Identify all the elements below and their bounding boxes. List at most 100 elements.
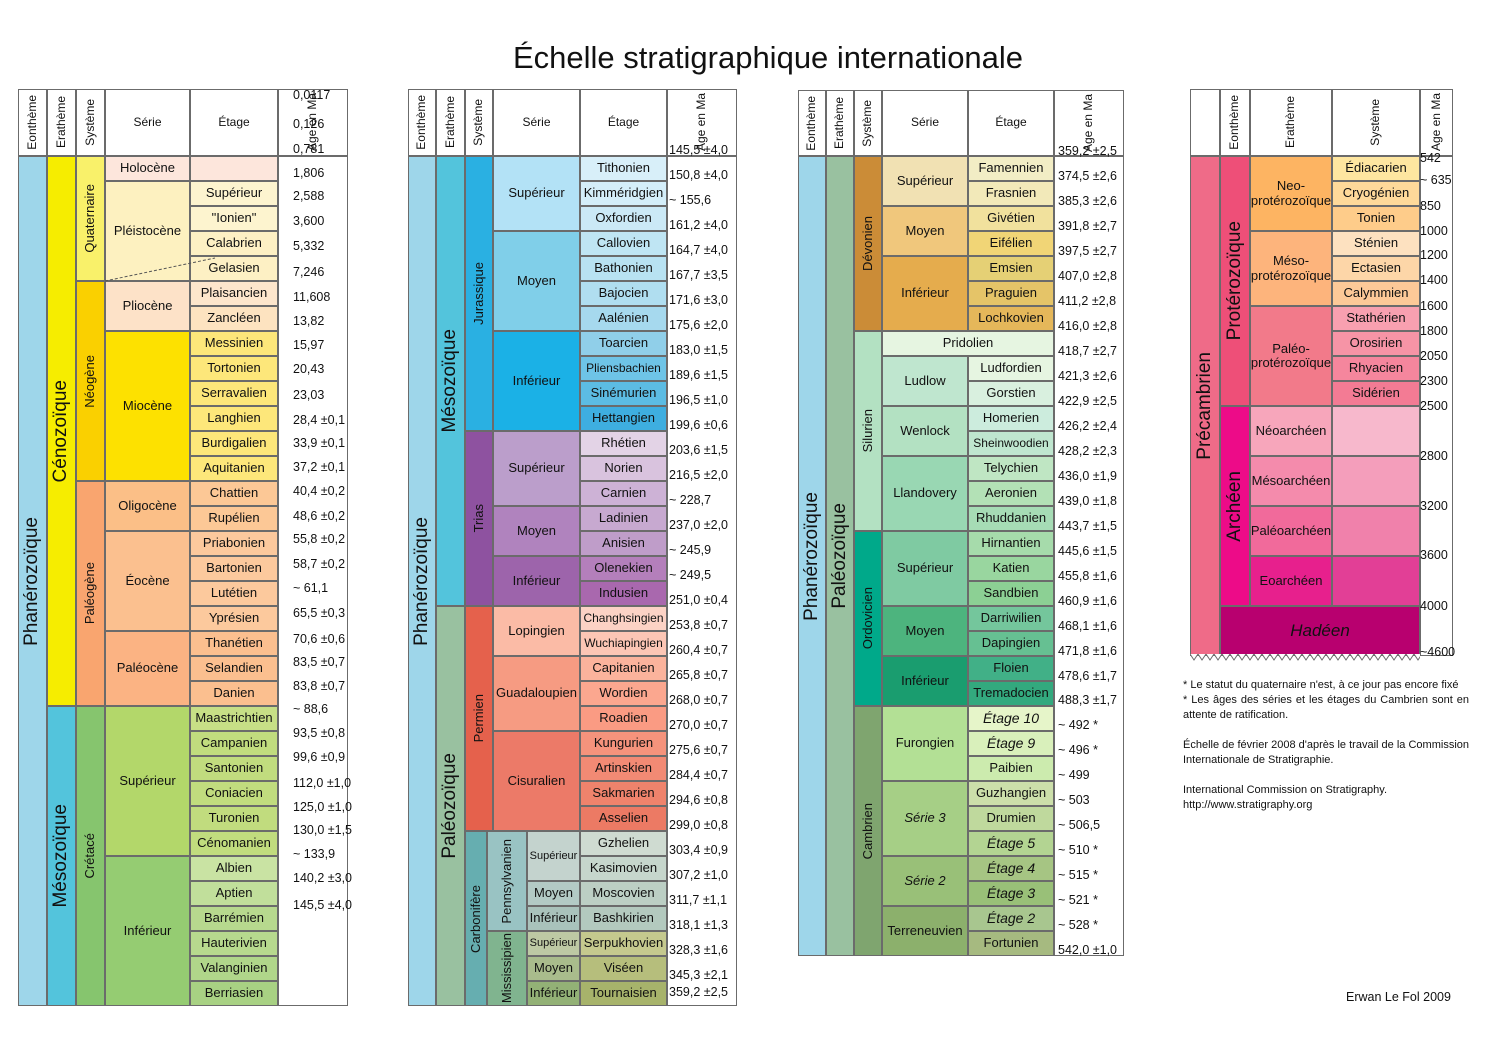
age-value: 175,6 ±2,0	[669, 318, 728, 332]
age-value: ~4600	[1420, 645, 1456, 659]
system-devonian-label: Dévonien	[859, 216, 875, 271]
age-value: 407,0 ±2,8	[1058, 269, 1117, 283]
stage-cell: Calabrien	[190, 231, 278, 256]
stage-cell-label: Messinien	[204, 335, 264, 351]
eon-phanerozoic-label: Phanérozoïque	[800, 491, 822, 621]
system-cretaceous: Crétacé	[76, 706, 105, 1006]
stage-cell-label: Bajocien	[598, 285, 649, 301]
system-silurian-label: Silurien	[859, 409, 875, 453]
stage-cell-label: Katien	[992, 560, 1030, 576]
series-cell: Inférieur	[882, 256, 968, 331]
header-systeme-label: Système	[860, 99, 875, 147]
age-value: 445,6 ±1,5	[1058, 544, 1117, 558]
header-systeme: Système	[1332, 89, 1420, 156]
series-cell-label: Moyen	[516, 272, 557, 288]
stage-cell: Callovien	[580, 231, 667, 256]
header-etage-label: Étage	[218, 114, 250, 129]
stage-cell: Yprésien	[190, 606, 278, 631]
header-age-label: Age en Ma	[1428, 93, 1443, 152]
age-value: 471,8 ±1,6	[1058, 644, 1117, 658]
age-column	[1054, 156, 1124, 956]
header-eontheme: Eonthème	[18, 89, 47, 156]
subsystem-pennsylvanian-label: Pennsylvanien	[498, 838, 514, 924]
eon-phanerozoic-label: Phanérozoïque	[21, 516, 43, 646]
stage-cell-label: Sinémurien	[590, 385, 657, 401]
series-cell: Miocène	[105, 331, 190, 481]
stage-cell: Kasimovien	[580, 856, 667, 881]
stage-cell-label: Albien	[215, 860, 253, 876]
header-serie: Série	[493, 89, 580, 156]
stage-cell: Thanétien	[190, 631, 278, 656]
erathem-cell: Méso- protérozoïque	[1250, 231, 1332, 306]
stage-cell-label: Langhien	[207, 410, 261, 426]
header-eontheme: Eonthème	[408, 89, 436, 156]
age-value: 1400	[1420, 273, 1448, 287]
age-value: 345,3 ±2,1	[669, 968, 728, 982]
stage-cell: Tournaisien	[580, 981, 667, 1006]
age-value: 0,781	[293, 142, 325, 156]
stage-cell-label: Danien	[213, 685, 255, 701]
header-serie-label: Série	[133, 114, 162, 129]
age-value: 328,3 ±1,6	[669, 943, 728, 957]
age-value: 2800	[1420, 449, 1448, 463]
stage-cell-label: Bashkirien	[593, 910, 654, 926]
age-value: 374,5 ±2,6	[1058, 169, 1117, 183]
stage-cell-label: Lutétien	[210, 585, 258, 601]
age-value: 33,9 ±0,1	[293, 436, 346, 450]
system-blank	[1332, 456, 1420, 506]
age-value: 70,6 ±0,6	[293, 632, 346, 646]
age-value: 468,1 ±1,6	[1058, 619, 1117, 633]
age-value: 2300	[1420, 374, 1448, 388]
era-mesozoic-label: Mésozoïque	[439, 329, 461, 433]
series-cell: Holocène	[105, 156, 190, 181]
stage-cell-label: Fortunien	[983, 935, 1039, 951]
age-value: 199,6 ±0,6	[669, 418, 728, 432]
header-age: Age en Ma	[278, 89, 348, 156]
era-paleozoic-label: Paléozoïque	[828, 503, 850, 609]
age-value: 542,0 ±1,0	[1058, 943, 1117, 957]
age-value: 145,5 ±4,0	[293, 898, 352, 912]
series-cell: Série 3	[882, 781, 968, 856]
header-eratheme_blank: Erathème	[1250, 89, 1332, 156]
age-value: 13,82	[293, 314, 325, 328]
age-value: 171,6 ±3,0	[669, 293, 728, 307]
system-cell: Rhyacien	[1332, 356, 1420, 381]
age-value: 164,7 ±4,0	[669, 243, 728, 257]
age-value: 145,5 ±4,0	[669, 143, 728, 157]
stage-cell: Hauterivien	[190, 931, 278, 956]
series-cell: Inférieur	[527, 981, 580, 1006]
age-value: 422,9 ±2,5	[1058, 394, 1117, 408]
age-value: ~ 249,5	[669, 568, 712, 582]
stage-cell-label: Supérieur	[205, 185, 263, 201]
series-cell-label: Guadaloupien	[496, 685, 577, 701]
stage-cell-label: Artinskien	[594, 760, 653, 776]
series-cell-label: Miocène	[122, 397, 173, 413]
series-cell-label: Wenlock	[900, 422, 950, 438]
stage-cell: Bathonien	[580, 256, 667, 281]
header-systeme: Système	[465, 89, 493, 156]
system-triassic-label: Trias	[470, 504, 486, 533]
system-permian: Permien	[465, 606, 493, 831]
header-systeme: Système	[76, 89, 105, 156]
system-cell: Sténien	[1332, 231, 1420, 256]
age-value: 265,8 ±0,7	[669, 668, 728, 682]
stage-cell: Danien	[190, 681, 278, 706]
age-value: 411,2 ±2,8	[1058, 294, 1117, 308]
stage-cell-label: Étage 3	[986, 884, 1036, 901]
stage-cell-label: Darriwilien	[980, 610, 1042, 626]
era-paleozoic: Paléozoïque	[826, 156, 854, 956]
stage-cell-label: Wuchiapingien	[584, 635, 663, 650]
system-cell-label: Cryogénien	[1342, 185, 1410, 201]
era-paleozoic: Paléozoïque	[436, 606, 465, 1006]
series-cell-label: Supérieur	[896, 560, 954, 576]
age-value: ~ 515 *	[1058, 868, 1098, 882]
stage-cell: Turonien	[190, 806, 278, 831]
age-value: ~ 155,6	[669, 193, 712, 207]
system-cell-label: Rhyacien	[1348, 360, 1404, 376]
age-value: 23,03	[293, 388, 325, 402]
erathem-cell: Paléo- protérozoïque	[1250, 306, 1332, 406]
series-cell: Supérieur	[493, 156, 580, 231]
system-blank	[1332, 406, 1420, 456]
age-value: 93,5 ±0,8	[293, 726, 346, 740]
header-eratheme: Erathème	[436, 89, 465, 156]
